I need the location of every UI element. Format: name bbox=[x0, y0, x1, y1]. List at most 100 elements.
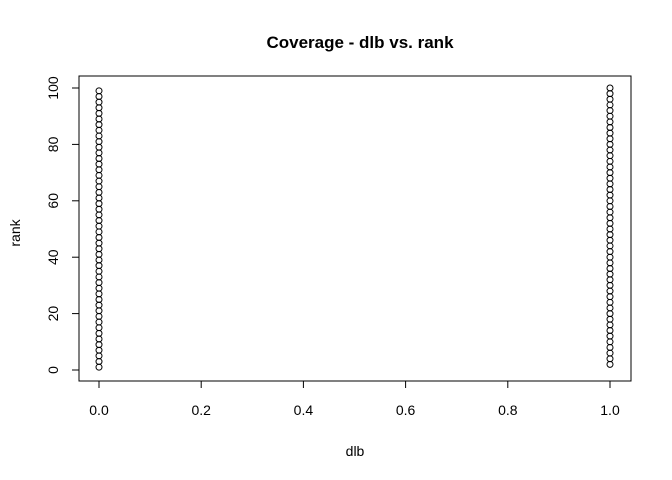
data-point bbox=[606, 208, 614, 216]
data-point bbox=[606, 343, 614, 351]
data-point bbox=[606, 191, 614, 199]
data-point bbox=[606, 276, 614, 284]
data-point bbox=[95, 352, 103, 360]
data-point bbox=[95, 256, 103, 264]
data-point bbox=[606, 355, 614, 363]
data-points bbox=[95, 84, 614, 371]
y-tick-label: 80 bbox=[45, 136, 61, 152]
data-point bbox=[606, 259, 614, 267]
data-point bbox=[95, 267, 103, 275]
data-point bbox=[95, 284, 103, 292]
data-point bbox=[95, 296, 103, 303]
data-point bbox=[95, 262, 103, 270]
data-point bbox=[606, 242, 614, 250]
data-point bbox=[606, 129, 614, 137]
data-point bbox=[95, 160, 103, 168]
data-point bbox=[606, 169, 614, 177]
data-point bbox=[95, 341, 103, 349]
y-tick-label: 100 bbox=[45, 76, 61, 100]
data-point bbox=[606, 180, 614, 188]
chart-title: Coverage - dlb vs. rank bbox=[266, 33, 454, 52]
data-point bbox=[606, 321, 614, 329]
data-point bbox=[95, 301, 103, 309]
data-point bbox=[606, 107, 614, 115]
data-point bbox=[95, 335, 103, 343]
data-point bbox=[606, 90, 614, 98]
x-axis-label: dlb bbox=[346, 443, 365, 459]
data-point bbox=[95, 188, 103, 196]
data-point bbox=[95, 149, 103, 157]
data-point bbox=[95, 273, 103, 281]
y-tick-label: 60 bbox=[45, 193, 61, 209]
data-point bbox=[606, 225, 614, 233]
data-point bbox=[95, 143, 103, 151]
data-point bbox=[606, 304, 614, 312]
data-point bbox=[606, 310, 614, 318]
data-point bbox=[95, 177, 103, 185]
data-point bbox=[606, 253, 614, 261]
data-point bbox=[95, 138, 103, 146]
data-point bbox=[606, 264, 614, 272]
data-point bbox=[95, 200, 103, 208]
data-point bbox=[95, 211, 103, 219]
data-point bbox=[95, 171, 103, 179]
data-point bbox=[606, 84, 614, 92]
y-tick-label: 40 bbox=[45, 249, 61, 265]
x-tick-label: 0.6 bbox=[396, 402, 416, 418]
data-point bbox=[606, 248, 614, 256]
data-point bbox=[95, 87, 103, 95]
data-point bbox=[95, 290, 103, 298]
data-point bbox=[606, 157, 614, 165]
data-point bbox=[95, 115, 103, 123]
data-point bbox=[606, 197, 614, 205]
data-point bbox=[606, 287, 614, 295]
data-point bbox=[95, 329, 103, 337]
data-point bbox=[95, 109, 103, 117]
data-point bbox=[606, 112, 614, 120]
data-point bbox=[606, 360, 614, 368]
data-point bbox=[95, 92, 103, 100]
data-point bbox=[95, 233, 103, 241]
data-point bbox=[606, 135, 614, 143]
data-point bbox=[95, 98, 103, 106]
data-point bbox=[95, 239, 103, 247]
plot-frame bbox=[78, 75, 632, 382]
x-tick-label: 0.2 bbox=[191, 402, 211, 418]
data-point bbox=[95, 217, 103, 225]
x-tick-label: 0.4 bbox=[294, 402, 314, 418]
data-point bbox=[95, 183, 103, 191]
data-point bbox=[606, 186, 614, 194]
data-point bbox=[95, 166, 103, 174]
x-axis: 0.0 0.2 0.4 0.6 0.8 1.0 bbox=[89, 380, 620, 418]
data-point bbox=[95, 250, 103, 258]
data-point bbox=[95, 126, 103, 134]
data-point bbox=[606, 214, 614, 222]
data-point bbox=[95, 228, 103, 236]
data-point bbox=[95, 307, 103, 315]
data-point bbox=[606, 270, 614, 278]
x-tick-label: 0.8 bbox=[498, 402, 518, 418]
data-point bbox=[606, 236, 614, 244]
data-point bbox=[606, 146, 614, 154]
data-point bbox=[606, 95, 614, 103]
data-point bbox=[606, 332, 614, 340]
data-point bbox=[606, 140, 614, 148]
data-point bbox=[606, 163, 614, 171]
x-tick-label: 1.0 bbox=[600, 402, 620, 418]
data-point bbox=[606, 202, 614, 210]
x-tick-label: 0.0 bbox=[89, 402, 109, 418]
data-point bbox=[606, 152, 614, 160]
data-point bbox=[606, 118, 614, 126]
data-point bbox=[606, 293, 614, 301]
data-point bbox=[95, 222, 103, 230]
y-tick-label: 0 bbox=[45, 366, 61, 374]
y-tick-label: 20 bbox=[45, 306, 61, 322]
data-point bbox=[606, 349, 614, 357]
data-point bbox=[95, 104, 103, 112]
data-point bbox=[95, 346, 103, 354]
data-point bbox=[95, 363, 103, 371]
y-axis: 0 20 40 60 80 100 bbox=[45, 76, 80, 374]
data-point bbox=[606, 327, 614, 335]
data-point bbox=[606, 101, 614, 109]
